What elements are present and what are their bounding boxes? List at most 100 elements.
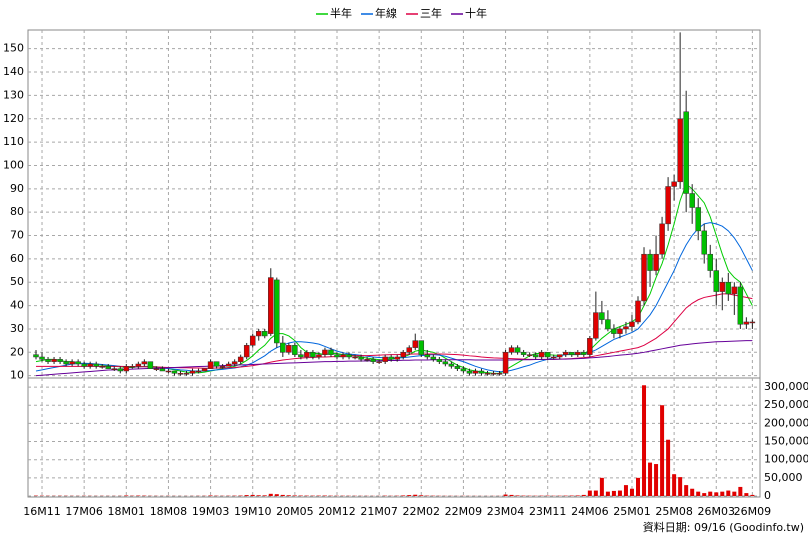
- y-tick-label: 30: [10, 322, 24, 335]
- candle-body: [677, 118, 683, 183]
- y2-tick-label: 100,000: [764, 453, 808, 466]
- legend-label: 年線: [375, 6, 397, 20]
- candle-body: [466, 370, 473, 374]
- candle-body: [593, 312, 599, 339]
- legend-label: 三年: [420, 6, 442, 20]
- volume-bar: [636, 477, 640, 496]
- candle-body: [635, 300, 641, 323]
- y-tick-label: 50: [10, 275, 24, 288]
- volume-bar: [750, 494, 755, 496]
- candle-body: [33, 354, 39, 358]
- volume-bar: [593, 490, 598, 496]
- plot-frame: [27, 29, 761, 498]
- volume-bar: [292, 495, 297, 496]
- candle-body: [418, 340, 425, 355]
- candle-body: [159, 368, 166, 372]
- volume-bar: [401, 495, 406, 496]
- volume-bar: [642, 385, 647, 496]
- candle-body: [268, 277, 274, 334]
- candle-body: [538, 352, 545, 358]
- candle-body: [406, 347, 412, 353]
- candle-body: [141, 361, 148, 365]
- ma-line: [35, 340, 753, 377]
- candle-body: [292, 345, 298, 355]
- candle-body: [75, 361, 81, 365]
- volume-bar: [503, 494, 508, 496]
- volume-bar: [666, 439, 671, 496]
- candle-body: [508, 347, 515, 353]
- candle-body: [388, 356, 394, 360]
- candle-body: [364, 359, 370, 361]
- source-note: 資料日期: 09/16 (Goodinfo.tw): [643, 520, 804, 534]
- candle-body: [629, 321, 635, 327]
- volume-bar: [509, 494, 514, 496]
- candle-body: [231, 361, 238, 365]
- candle-body: [334, 354, 340, 358]
- candle-body: [177, 373, 184, 375]
- candle-body: [57, 359, 63, 362]
- x-tick-label: 18M08: [150, 505, 188, 518]
- volume-bar: [654, 464, 659, 496]
- candle-body: [237, 356, 244, 362]
- candle-body: [647, 253, 653, 271]
- candle-body: [653, 253, 659, 271]
- volume-bar: [720, 491, 725, 496]
- candle-body: [731, 286, 738, 295]
- candle-body: [448, 363, 455, 367]
- candle-body: [370, 359, 376, 362]
- candle-body: [424, 354, 431, 358]
- candle-body: [587, 338, 593, 355]
- candle-body: [201, 368, 208, 372]
- candle-body: [550, 356, 557, 359]
- candle-body: [581, 352, 587, 355]
- candle-body: [701, 230, 707, 255]
- candle-body: [286, 345, 292, 353]
- candle-body: [719, 281, 726, 292]
- volume-bar: [732, 491, 737, 496]
- candle-body: [189, 370, 196, 374]
- x-tick-label: 21M07: [360, 505, 398, 518]
- candle-body: [400, 352, 406, 358]
- volume-bar: [250, 494, 255, 496]
- candle-body: [382, 356, 388, 362]
- x-tick-label: 25M08: [655, 505, 693, 518]
- y2-tick-label: 50,000: [764, 471, 803, 484]
- candle-body: [689, 193, 695, 208]
- candle-body: [249, 335, 256, 346]
- volume-bar: [617, 490, 622, 496]
- candle-body: [352, 356, 358, 359]
- volume-bar: [672, 474, 677, 496]
- x-tick-label: 16M11: [23, 505, 61, 518]
- x-tick-label: 19M03: [192, 505, 230, 518]
- candle-body: [611, 328, 617, 334]
- volume-bar: [648, 462, 653, 496]
- y-tick-label: 150: [3, 42, 24, 55]
- y-tick-label: 100: [3, 158, 24, 171]
- candle-body: [544, 352, 551, 358]
- volume-bar: [744, 493, 749, 496]
- x-tick-label: 19M10: [234, 505, 272, 518]
- volume-bar: [262, 495, 267, 496]
- volume-bar: [413, 494, 418, 496]
- candle-body: [514, 347, 521, 353]
- candle-body: [243, 345, 250, 358]
- volume-bar: [623, 485, 628, 496]
- y-tick-label: 120: [3, 112, 24, 125]
- candle-body: [165, 370, 172, 373]
- legend-label: 半年: [330, 6, 352, 20]
- volume-bar: [256, 495, 261, 496]
- candle-body: [442, 361, 449, 365]
- candle-body: [743, 321, 750, 325]
- legend-label: 十年: [465, 6, 487, 20]
- candle-body: [105, 366, 111, 369]
- candle-body: [298, 354, 304, 358]
- candle-body: [526, 354, 533, 356]
- candle-body: [436, 359, 443, 362]
- y-tick-label: 10: [10, 369, 24, 382]
- candle-body: [532, 354, 539, 358]
- candle-body: [304, 352, 310, 358]
- volume-bar: [726, 490, 731, 496]
- candle-body: [737, 286, 744, 325]
- candle-body: [207, 361, 214, 369]
